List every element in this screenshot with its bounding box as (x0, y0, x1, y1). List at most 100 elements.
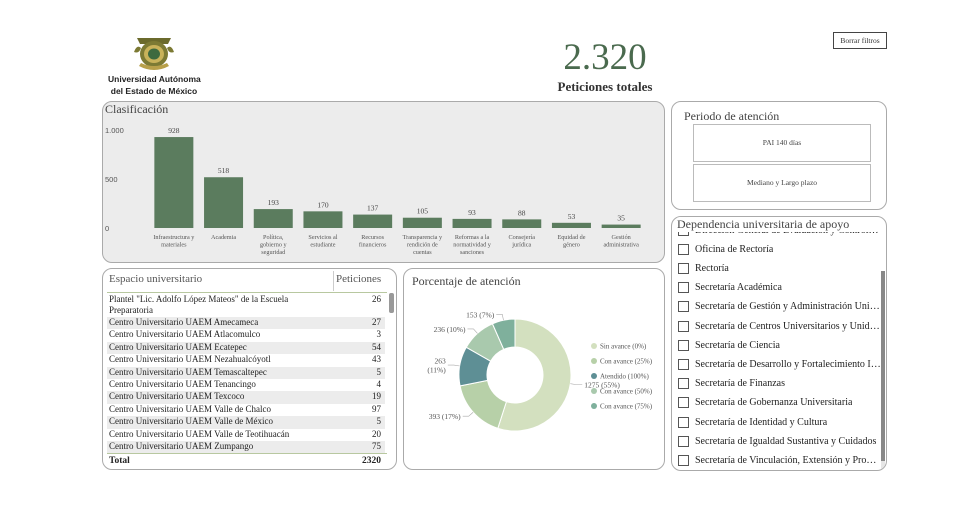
donut-slice-label: 1275 (55%) (584, 381, 620, 390)
bar-category-label: financieros (359, 242, 387, 249)
checkbox[interactable] (678, 358, 689, 370)
bar-category-label: Gestión (612, 234, 631, 241)
table-row[interactable]: Centro Universitario UAEM Texcoco 19 (107, 391, 385, 404)
checkbox[interactable] (678, 243, 689, 255)
bar[interactable] (452, 218, 492, 228)
bar-value-label: 193 (268, 198, 280, 207)
dependency-item[interactable]: Secretaría de Finanzas (678, 375, 881, 393)
bar[interactable] (601, 224, 641, 228)
dependency-item[interactable]: Secretaría de Vinculación, Extensión y P… (678, 451, 881, 469)
dependency-item[interactable]: Secretaría de Identidad y Cultura (678, 413, 881, 431)
bar[interactable] (253, 209, 293, 228)
attention-title: Porcentaje de atención (412, 274, 521, 288)
bar[interactable] (353, 214, 393, 228)
checkbox[interactable] (678, 416, 689, 428)
legend-label[interactable]: Con avance (50%) (600, 388, 653, 396)
dependency-item[interactable]: Secretaría de Desarrollo y Fortalecimien… (678, 355, 881, 373)
dependency-scrollbar-thumb[interactable] (881, 271, 885, 461)
table-scrollbar-thumb[interactable] (389, 293, 394, 313)
bar[interactable] (204, 177, 244, 228)
row-space-name: Centro Universitario UAEM Amecameca (109, 317, 259, 327)
row-space-name: Plantel "Lic. Adolfo López Mateos" de la… (109, 294, 289, 315)
column-header-space[interactable]: Espacio universitario (109, 273, 203, 285)
row-request-count: 97 (372, 403, 381, 414)
row-request-count: 54 (372, 341, 381, 352)
dependency-item[interactable]: Secretaría de Igualdad Sustantiva y Cuid… (678, 432, 881, 450)
row-space-name: Centro Universitario UAEM Nezahualcóyotl (109, 354, 271, 365)
table-row[interactable]: Centro Universitario UAEM Valle de Méxic… (107, 416, 385, 429)
table-row[interactable]: Centro Universitario UAEM Ecatepec 54 (107, 341, 385, 355)
bar-value-label: 53 (568, 212, 576, 221)
dependency-item-label: Secretaría de Identidad y Cultura (695, 416, 828, 428)
legend-label[interactable]: Atendido (100%) (600, 373, 649, 381)
bar-category-label: Política, (263, 234, 284, 241)
donut-slice[interactable] (497, 318, 572, 432)
total-requests-label: Peticiones totales (557, 79, 653, 94)
legend-label[interactable]: Con avance (75%) (600, 403, 653, 411)
column-header-requests[interactable]: Peticiones (336, 273, 382, 285)
checkbox[interactable] (678, 339, 689, 351)
dependency-item[interactable]: Oficina de Rectoría (678, 240, 881, 258)
bar[interactable] (303, 211, 343, 228)
bar-category-label: Academia (211, 234, 236, 241)
bar[interactable] (551, 222, 591, 228)
table-row[interactable]: Centro Universitario UAEM Tenancingo 4 (107, 379, 385, 391)
bar[interactable] (402, 217, 442, 228)
dependency-item-label: Secretaría de Desarrollo y Fortalecimien… (695, 358, 881, 370)
checkbox[interactable] (678, 454, 689, 466)
dependency-item-label: Secretaría de Finanzas (695, 378, 785, 390)
legend-marker (591, 388, 597, 394)
table-row[interactable]: Centro Universitario UAEM Zumpango 75 (107, 441, 385, 454)
table-row[interactable]: Centro Universitario UAEM Amecameca 27 (107, 317, 385, 330)
donut-slice[interactable] (491, 318, 516, 351)
table-row[interactable]: Centro Universitario UAEM Nezahualcóyotl… (107, 354, 385, 366)
checkbox[interactable] (678, 378, 689, 390)
dependency-item[interactable]: Secretaría de Gestión y Administración U… (678, 298, 881, 316)
checkbox[interactable] (678, 262, 689, 274)
checkbox[interactable] (678, 435, 689, 447)
table-row[interactable]: Centro Universitario UAEM Temascaltepec 5 (107, 366, 385, 379)
checkbox[interactable] (678, 301, 689, 313)
donut-slice-label: (11%) (427, 366, 446, 375)
table-row[interactable]: Centro Universitario UAEM Valle de Chalc… (107, 404, 385, 416)
table-row[interactable]: Centro Universitario UAEM Valle de Teoti… (107, 429, 385, 441)
dependency-item[interactable]: Secretaría Académica (678, 279, 881, 297)
clear-filters-button[interactable]: Borrar filtros (833, 32, 887, 49)
donut-slice-label: 393 (17%) (429, 412, 461, 421)
dependency-item[interactable]: Secretaría de Gobernanza Universitaria (678, 394, 881, 412)
table-row[interactable]: Centro Universitario UAEM Atlacomulco 3 (107, 329, 385, 341)
dependency-title: Dependencia universitaria de apoyo (677, 217, 877, 232)
dependency-item-label: Secretaría de Ciencia (695, 339, 780, 351)
table-row[interactable]: Plantel "Lic. Adolfo López Mateos" de la… (107, 294, 385, 317)
legend-label[interactable]: Sin avance (0%) (600, 343, 647, 351)
dependency-item[interactable]: Secretaría de Ciencia (678, 336, 881, 354)
period-option-medium-long[interactable]: Mediano y Largo plazo (693, 164, 871, 202)
donut-leader-line (447, 364, 460, 367)
space-table-panel: Espacio universitario Peticiones Plantel… (102, 268, 397, 470)
checkbox[interactable] (678, 320, 689, 332)
dependency-item-label: Secretaría de Centros Universitarios y U… (695, 320, 881, 332)
period-option-pai[interactable]: PAI 140 días (693, 124, 871, 162)
bar-category-label: administrativa (603, 242, 639, 249)
donut-slice[interactable] (459, 379, 508, 429)
dependency-item-label: Secretaría Académica (695, 282, 782, 294)
bar-category-label: Transparencia y (403, 234, 443, 241)
period-panel: Periodo de atención PAI 140 días Mediano… (671, 101, 887, 210)
dependency-item[interactable]: Rectoría (678, 259, 881, 277)
checkbox[interactable] (678, 397, 689, 409)
bar[interactable] (502, 219, 542, 228)
dependency-item-label: Secretaría de Igualdad Sustantiva y Cuid… (695, 435, 877, 447)
bar-category-label: Servicios al (308, 234, 337, 241)
university-name-line2: del Estado de México (110, 86, 198, 96)
legend-label[interactable]: Con avance (25%) (600, 358, 653, 366)
row-space-name: Centro Universitario UAEM Atlacomulco (109, 329, 261, 340)
checkbox[interactable] (678, 282, 689, 294)
dependency-item[interactable]: Secretaría de Centros Universitarios y U… (678, 317, 881, 335)
bar[interactable] (154, 137, 194, 228)
donut-leader-line (467, 328, 478, 334)
donut-leader-line (496, 314, 504, 321)
bar-value-label: 928 (168, 126, 180, 135)
total-requests-value: 2.320 (563, 37, 647, 78)
bar-category-label: Consejería (509, 234, 536, 241)
